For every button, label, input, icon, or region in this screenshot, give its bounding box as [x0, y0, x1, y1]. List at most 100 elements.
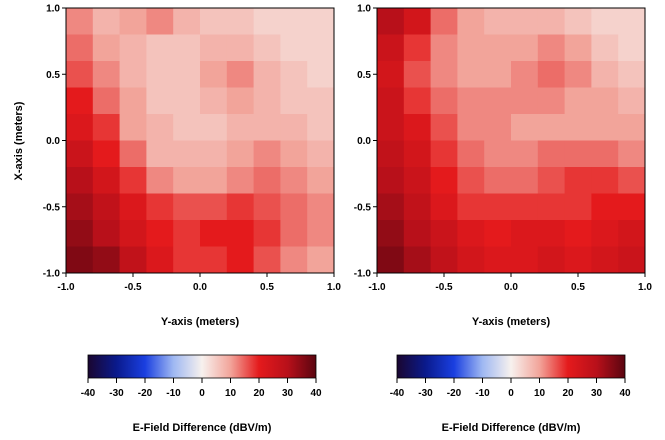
heatmap-cell: [280, 61, 308, 88]
heatmap-cell: [484, 246, 512, 274]
heatmap-cell: [403, 220, 432, 247]
heatmap-cell: [173, 193, 201, 221]
heatmap-cell: [226, 61, 255, 88]
heatmap-cell: [92, 114, 121, 141]
heatmap-cell: [280, 140, 308, 168]
heatmap-cell: [280, 193, 308, 221]
heatmap-cell: [430, 140, 458, 168]
heatmap-cell: [591, 61, 619, 88]
y-tick-label: 1.0: [46, 4, 60, 15]
heatmap-cell: [226, 246, 255, 274]
x-tick-labels-left: -1.0 -0.5 0.0 0.5 1.0: [57, 273, 341, 293]
heatmap-cell: [377, 87, 405, 115]
heatmap-cell: [618, 61, 646, 88]
heatmap-cell: [377, 193, 405, 221]
heatmap-cell: [591, 140, 619, 168]
heatmap-cell: [253, 193, 281, 221]
heatmap-cell: [173, 114, 201, 141]
heatmap-cell: [511, 193, 539, 221]
heatmap-cell: [511, 220, 539, 247]
heatmap-cell: [457, 61, 485, 88]
heatmap-cell: [307, 220, 335, 247]
heatmap-cell: [253, 140, 281, 168]
heatmap-cell: [66, 167, 94, 194]
heatmap-cell: [511, 87, 539, 115]
heatmap-cell: [280, 220, 308, 247]
heatmap-cell: [119, 193, 147, 221]
heatmap-cell: [253, 61, 281, 88]
x-tick-label: -0.5: [124, 282, 142, 293]
heatmap-cell: [92, 140, 121, 168]
heatmap-cell: [226, 87, 255, 115]
colorbar-right: -40 -30 -20 -10 0 10 20 30 40 E-Field Difference…: [390, 354, 631, 434]
heatmap-cell: [403, 34, 432, 62]
heatmap-cell: [377, 8, 405, 35]
heatmap-cell: [591, 34, 619, 62]
heatmap-cell: [457, 167, 485, 194]
heatmap-cell: [430, 167, 458, 194]
heatmap-cell: [119, 246, 147, 274]
heatmap-cell: [564, 114, 592, 141]
heatmap-cell: [92, 61, 121, 88]
heatmap-cell: [403, 193, 432, 221]
heatmap-cell: [591, 8, 619, 35]
heatmap-cell: [457, 246, 485, 274]
heatmap-cell: [226, 8, 255, 35]
x-tick-label: 1.0: [638, 282, 652, 293]
colorbar-gradient-right: [396, 354, 626, 379]
heatmap-cell: [618, 34, 646, 62]
heatmap-cell: [511, 140, 539, 168]
heatmap-cell: [537, 34, 566, 62]
heatmap-cell: [377, 246, 405, 274]
x-axis-label-left: Y-axis (meters): [161, 316, 240, 328]
heatmap-cell: [403, 246, 432, 274]
heatmap-cell: [537, 8, 566, 35]
heatmap-cell: [146, 61, 174, 88]
heatmap-cell: [457, 193, 485, 221]
heatmap-cell: [591, 87, 619, 115]
heatmap-cell: [484, 220, 512, 247]
heatmap-cell: [226, 193, 255, 221]
y-tick-label: -1.0: [354, 269, 372, 280]
heatmap-cell: [66, 61, 94, 88]
heatmap-cell: [537, 61, 566, 88]
heatmap-cell: [430, 246, 458, 274]
heatmap-cell: [430, 193, 458, 221]
heatmap-cell: [430, 61, 458, 88]
heatmap-cell: [430, 220, 458, 247]
heatmap-cell: [403, 167, 432, 194]
y-tick-label: 0.0: [357, 136, 371, 147]
heatmap-cell: [511, 114, 539, 141]
colorbar-tick-label: 0: [508, 388, 514, 399]
heatmap-cell: [200, 246, 228, 274]
y-tick-label: 1.0: [357, 4, 371, 15]
heatmap-cell: [253, 8, 281, 35]
heatmap-cell: [457, 87, 485, 115]
heatmap-cell: [119, 220, 147, 247]
heatmap-cell: [173, 140, 201, 168]
heatmap-cell: [618, 246, 646, 274]
heatmap-cell: [253, 34, 281, 62]
heatmap-cell: [377, 34, 405, 62]
heatmap-cell: [146, 34, 174, 62]
x-tick-label: 0.0: [504, 282, 518, 293]
heatmap-cell: [618, 87, 646, 115]
heatmap-cell: [564, 193, 592, 221]
heatmap-cell: [119, 34, 147, 62]
heatmap-cell: [173, 87, 201, 115]
heatmap-cell: [377, 61, 405, 88]
heatmap-cell: [307, 87, 335, 115]
heatmap-cell: [511, 61, 539, 88]
heatmap-cell: [66, 246, 94, 274]
heatmap-cell: [92, 34, 121, 62]
heatmap-cell: [564, 246, 592, 274]
heatmap-cell: [200, 193, 228, 221]
heatmap-cell: [591, 220, 619, 247]
heatmap-cell: [173, 61, 201, 88]
heatmap-cell: [92, 167, 121, 194]
heatmap-cell: [457, 8, 485, 35]
colorbar-tick-label: 40: [619, 388, 631, 399]
heatmap-cell: [119, 61, 147, 88]
colorbar-tick-label: -20: [447, 388, 462, 399]
heatmap-cell: [92, 87, 121, 115]
